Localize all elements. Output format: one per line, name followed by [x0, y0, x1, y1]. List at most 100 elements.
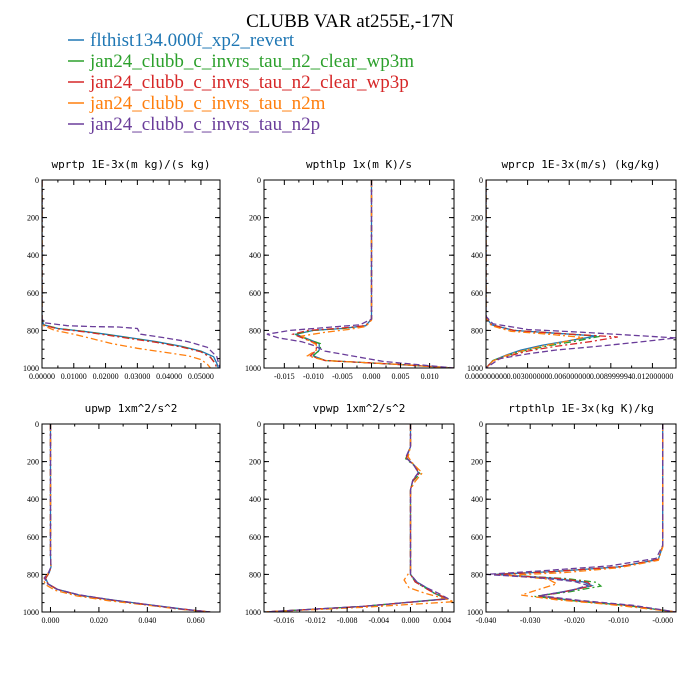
y-tick-label: 0: [35, 176, 39, 185]
panel-title: vpwp 1xm^2/s^2: [313, 402, 406, 415]
x-tick-label: -0.040: [476, 616, 497, 625]
legend-item: flthist134.000f_xp2_revert: [68, 30, 295, 51]
x-tick-label: -0.004: [368, 616, 389, 625]
plot-frame: [263, 423, 455, 613]
x-tick-label: 0.003000000: [507, 372, 549, 381]
x-tick-label: -0.010: [303, 372, 324, 381]
y-tick-label: 0: [479, 420, 483, 429]
series-line-5: [486, 424, 676, 612]
series-line-5: [486, 180, 676, 368]
x-tick-label: 0.000: [362, 372, 380, 381]
x-tick-label: 0.000000000: [465, 372, 507, 381]
x-tick-label: 0.060: [187, 616, 205, 625]
series-group: [42, 180, 220, 368]
panels: wprtp 1E-3x(m kg)/(s kg) 0 200 400 600 800 100…: [23, 158, 677, 625]
series-line-4: [508, 424, 676, 612]
y-tick-label: 0: [257, 420, 261, 429]
x-tick-label: 0.03000: [124, 372, 150, 381]
x-tick-label: 0.040: [138, 616, 156, 625]
panel-1: wprtp 1E-3x(m kg)/(s kg) 0 200 400 600 800 100…: [23, 158, 221, 381]
x-tick-label: 0.04000: [156, 372, 182, 381]
series-group: [486, 180, 676, 368]
series-group: [266, 180, 454, 368]
legend-label: jan24_clubb_c_invrs_tau_n2m: [89, 93, 326, 114]
x-tick-label: 0.020: [90, 616, 108, 625]
y-tick-label: 200: [471, 214, 483, 223]
figure-title: CLUBB VAR at255E,-17N: [246, 11, 454, 32]
series-line-4: [42, 424, 211, 612]
legend-item: jan24_clubb_c_invrs_tau_n2m: [68, 93, 326, 114]
y-tick-label: 600: [249, 289, 261, 298]
panel-title: wprtp 1E-3x(m kg)/(s kg): [52, 158, 211, 171]
y-tick-label: 400: [471, 251, 483, 260]
legend-label: jan24_clubb_c_invrs_tau_n2p: [89, 114, 320, 135]
legend-label: flthist134.000f_xp2_revert: [90, 30, 295, 51]
series-line-4: [264, 424, 454, 612]
panel-6: rtpthlp 1E-3x(kg K)/kg02004006008001000-…: [467, 402, 677, 625]
y-tick-label: 800: [27, 326, 39, 335]
x-tick-label: 0.000: [41, 616, 59, 625]
x-tick-label: -0.005: [332, 372, 353, 381]
y-tick-label: 1000: [467, 608, 483, 617]
y-tick-label: 400: [27, 495, 39, 504]
x-tick-label: -0.030: [520, 616, 541, 625]
y-tick-label: 800: [249, 326, 261, 335]
x-tick-label: 0.00000: [29, 372, 55, 381]
y-tick-label: 600: [27, 533, 39, 542]
series-group: [264, 424, 454, 612]
series-line-3: [291, 180, 454, 368]
panel-title: rtpthlp 1E-3x(kg K)/kg: [508, 402, 654, 415]
series-line-3: [44, 424, 211, 612]
plot-frame: [41, 179, 221, 369]
y-tick-label: 1000: [467, 364, 483, 373]
x-tick-label: 0.004: [433, 616, 451, 625]
y-tick-label: 600: [249, 533, 261, 542]
y-tick-label: 0: [257, 176, 261, 185]
y-tick-label: 800: [249, 570, 261, 579]
y-tick-label: 1000: [245, 364, 261, 373]
x-tick-label: 0.000: [401, 616, 419, 625]
y-tick-label: 600: [471, 533, 483, 542]
plot-frame: [41, 423, 221, 613]
series-line-4: [486, 180, 584, 368]
y-tick-label: 200: [27, 214, 39, 223]
series-line-2: [486, 180, 600, 368]
y-tick-label: 0: [479, 176, 483, 185]
panel-title: wpthlp 1x(m K)/s: [306, 158, 412, 171]
series-line-3: [42, 180, 218, 368]
x-tick-label: 0.008999994: [590, 372, 632, 381]
y-tick-label: 800: [471, 570, 483, 579]
y-tick-label: 400: [27, 251, 39, 260]
series-line-3: [486, 180, 618, 368]
series-line-2: [292, 180, 454, 368]
y-tick-label: 200: [27, 458, 39, 467]
series-line-1: [494, 424, 676, 612]
y-tick-label: 200: [471, 458, 483, 467]
y-tick-label: 400: [249, 251, 261, 260]
y-tick-label: 400: [249, 495, 261, 504]
series-line-5: [266, 180, 454, 368]
x-tick-label: 0.05000: [188, 372, 214, 381]
series-line-1: [42, 180, 220, 368]
x-tick-label: 0.005: [392, 372, 410, 381]
x-tick-label: -0.000: [652, 616, 673, 625]
series-group: [486, 424, 676, 612]
panel-2: wpthlp 1x(m K)/s02004006008001000-0.015-…: [245, 158, 455, 381]
series-line-5: [42, 180, 220, 368]
legend-label: jan24_clubb_c_invrs_tau_n2_clear_wp3m: [89, 51, 414, 72]
y-tick-label: 0: [35, 420, 39, 429]
panel-title: wprcp 1E-3x(m/s) (kg/kg): [502, 158, 661, 171]
y-tick-label: 800: [471, 326, 483, 335]
series-line-2: [494, 424, 676, 612]
y-tick-label: 200: [249, 214, 261, 223]
y-tick-label: 1000: [23, 364, 39, 373]
legend-label: jan24_clubb_c_invrs_tau_n2_clear_wp3p: [89, 72, 409, 93]
y-tick-label: 600: [471, 289, 483, 298]
legend-item: jan24_clubb_c_invrs_tau_n2_clear_wp3p: [68, 72, 409, 93]
series-group: [42, 424, 211, 612]
x-tick-label: 0.02000: [93, 372, 119, 381]
x-tick-label: -0.015: [274, 372, 295, 381]
x-tick-label: -0.016: [273, 616, 294, 625]
x-tick-label: 0.012000000: [631, 372, 673, 381]
